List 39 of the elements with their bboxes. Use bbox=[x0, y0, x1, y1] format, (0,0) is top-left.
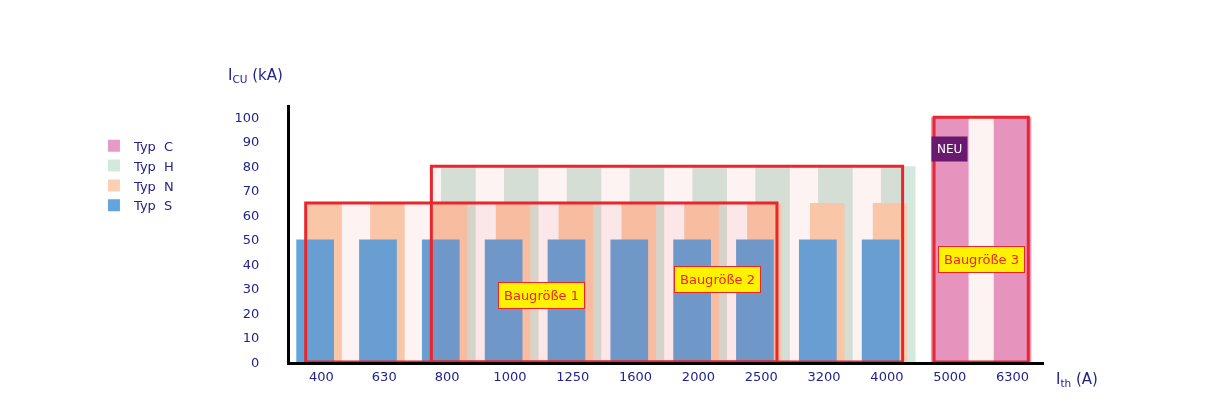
legend-label: Typ C bbox=[132, 138, 174, 154]
x-axis-title: I$_{th}$ (A) bbox=[1056, 370, 1098, 390]
band-label: Baugröße 2 bbox=[680, 272, 755, 287]
x-tick-label: 1000 bbox=[493, 368, 527, 384]
bar bbox=[296, 239, 334, 362]
bar bbox=[359, 239, 397, 362]
legend-label: Typ S bbox=[132, 198, 173, 214]
x-tick-label: 4000 bbox=[870, 368, 904, 384]
x-tick-label: 800 bbox=[434, 368, 460, 384]
y-tick-label: 70 bbox=[242, 183, 260, 199]
legend-label: Typ H bbox=[132, 158, 174, 174]
bar bbox=[421, 239, 460, 362]
band-label: Baugröße 1 bbox=[504, 288, 579, 303]
y-tick-label: 50 bbox=[242, 232, 260, 248]
y-tick-label: 90 bbox=[242, 134, 260, 150]
x-tick-label: 6300 bbox=[996, 368, 1030, 384]
x-tick-label: 1250 bbox=[556, 368, 590, 384]
annotation: NEU bbox=[937, 142, 963, 156]
x-tick-label: 3200 bbox=[807, 368, 841, 384]
legend-label: Typ N bbox=[132, 178, 174, 194]
y-tick-label: 40 bbox=[242, 256, 260, 272]
x-tick-label: 630 bbox=[371, 368, 397, 384]
bar bbox=[798, 239, 837, 362]
y-tick-label: 10 bbox=[242, 330, 260, 346]
bar bbox=[861, 239, 900, 362]
x-tick-label: 2500 bbox=[744, 368, 778, 384]
x-tick-label: 2000 bbox=[681, 368, 715, 384]
y-tick-label: 20 bbox=[242, 305, 260, 321]
y-tick-label: 60 bbox=[242, 207, 260, 223]
y-tick-label: 100 bbox=[234, 109, 260, 125]
y-axis-title: I$_{CU}$ (kA) bbox=[228, 66, 283, 86]
x-tick-label: 1600 bbox=[619, 368, 653, 384]
y-tick-label: 30 bbox=[242, 281, 260, 297]
y-tick-label: 0 bbox=[251, 354, 260, 370]
band-label: Baugröße 3 bbox=[944, 252, 1019, 267]
bar bbox=[610, 239, 649, 362]
y-tick-label: 80 bbox=[242, 158, 260, 174]
x-tick-label: 5000 bbox=[933, 368, 967, 384]
x-tick-label: 400 bbox=[309, 368, 334, 384]
